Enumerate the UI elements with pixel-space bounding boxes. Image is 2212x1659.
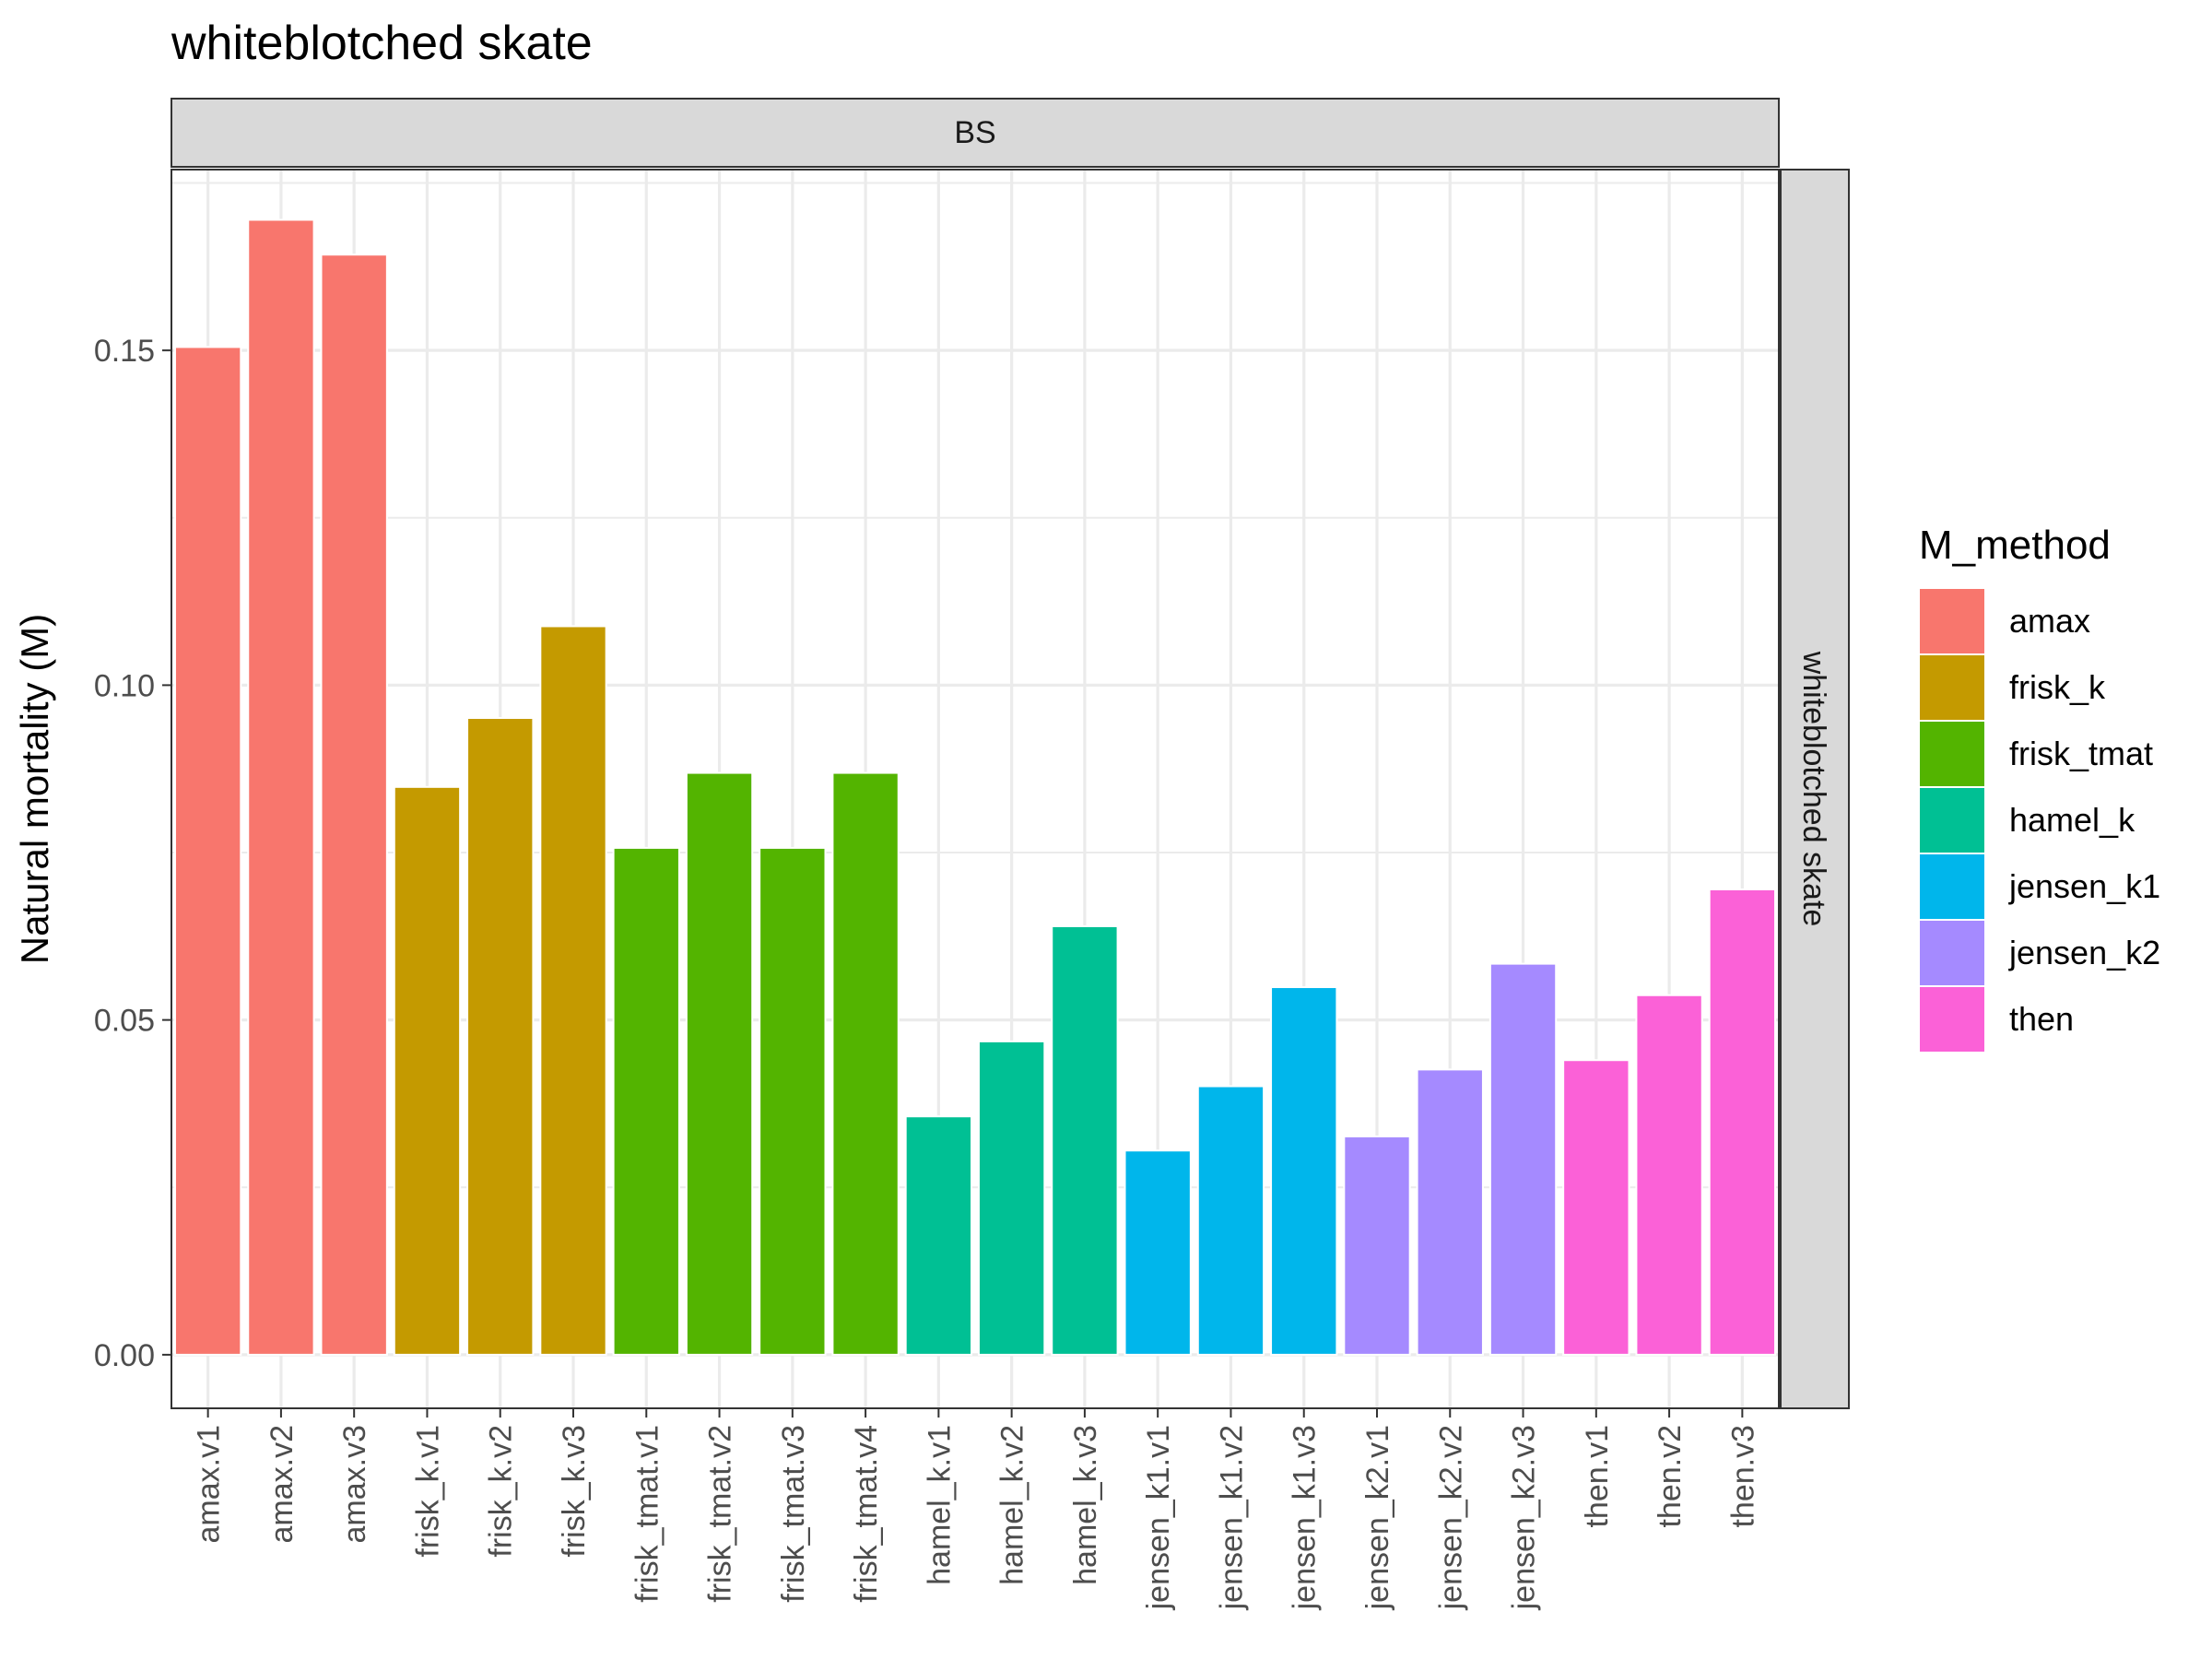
x-tick-label: jensen_k2.v1 bbox=[1360, 1425, 1395, 1610]
x-tick-label: jensen_k1.v3 bbox=[1288, 1425, 1323, 1610]
y-tick-label: 0.00 bbox=[94, 1338, 155, 1373]
bar-jensen_k1.v1 bbox=[1124, 1149, 1192, 1356]
x-tick-label: frisk_tmat.v2 bbox=[703, 1425, 738, 1603]
y-tick-label: 0.10 bbox=[94, 668, 155, 703]
legend-swatch-hamel_k bbox=[1918, 786, 1986, 854]
bar-then.v3 bbox=[1708, 888, 1777, 1356]
x-tick-label: amax.v1 bbox=[192, 1425, 227, 1544]
bar-jensen_k2.v3 bbox=[1488, 962, 1558, 1356]
legend-label-jensen_k2: jensen_k2 bbox=[2008, 934, 2160, 971]
bar-then.v2 bbox=[1635, 994, 1703, 1356]
bar-amax.v1 bbox=[173, 346, 242, 1356]
x-tick-label: frisk_k.v3 bbox=[557, 1425, 592, 1558]
x-tick-label: jensen_k2.v3 bbox=[1507, 1425, 1542, 1610]
legend-label-hamel_k: hamel_k bbox=[2009, 801, 2136, 839]
x-tick-label: frisk_tmat.v3 bbox=[776, 1425, 811, 1603]
facet-strip-top-label: BS bbox=[954, 115, 995, 150]
x-tick-label: amax.v3 bbox=[337, 1425, 372, 1544]
bar-jensen_k1.v3 bbox=[1270, 986, 1338, 1356]
bar-frisk_tmat.v3 bbox=[759, 846, 827, 1356]
legend-swatch-jensen_k1 bbox=[1918, 853, 1986, 921]
panel-border bbox=[171, 169, 1780, 1409]
y-tick-label: 0.15 bbox=[94, 334, 155, 369]
facet-strip-right-label: whiteblotched skate bbox=[1796, 651, 1831, 927]
bar-hamel_k.v2 bbox=[977, 1040, 1046, 1356]
y-axis-label: Natural mortality (M) bbox=[13, 614, 56, 964]
x-tick-label: hamel_k.v3 bbox=[1068, 1425, 1103, 1585]
x-tick-label: then.v1 bbox=[1580, 1425, 1615, 1528]
legend-label-jensen_k1: jensen_k1 bbox=[2008, 867, 2160, 905]
bar-frisk_tmat.v1 bbox=[612, 846, 680, 1356]
x-tick-label: jensen_k2.v2 bbox=[1433, 1425, 1468, 1610]
bar-jensen_k1.v2 bbox=[1196, 1085, 1265, 1356]
legend-swatch-amax bbox=[1918, 587, 1986, 655]
legend-swatch-frisk_tmat bbox=[1918, 720, 1986, 788]
legend-swatch-jensen_k2 bbox=[1918, 919, 1986, 987]
bar-hamel_k.v3 bbox=[1051, 924, 1119, 1356]
x-tick-label: frisk_tmat.v4 bbox=[849, 1425, 884, 1603]
legend-label-frisk_k: frisk_k bbox=[2009, 668, 2106, 706]
x-tick-label: jensen_k1.v1 bbox=[1141, 1425, 1176, 1610]
bar-hamel_k.v1 bbox=[904, 1115, 973, 1356]
x-tick-label: then.v2 bbox=[1653, 1425, 1688, 1528]
bars bbox=[173, 218, 1777, 1356]
bar-then.v1 bbox=[1562, 1059, 1630, 1356]
x-axis: amax.v1 amax.v2 amax.v3 frisk_k.v1 frisk_k.v… bbox=[192, 1408, 1760, 1610]
legend-swatch-then bbox=[1918, 985, 1986, 1053]
bar-amax.v3 bbox=[320, 253, 388, 1356]
bar-frisk_k.v3 bbox=[539, 625, 607, 1356]
x-tick-label: then.v3 bbox=[1725, 1425, 1760, 1528]
bar-frisk_tmat.v4 bbox=[831, 771, 900, 1356]
x-tick-label: frisk_k.v2 bbox=[484, 1425, 519, 1558]
legend-label-amax: amax bbox=[2009, 602, 2090, 640]
legend-swatch-frisk_k bbox=[1918, 653, 1986, 722]
legend-label-frisk_tmat: frisk_tmat bbox=[2009, 735, 2153, 772]
x-tick-label: jensen_k1.v2 bbox=[1214, 1425, 1249, 1610]
bar-frisk_k.v2 bbox=[466, 716, 535, 1356]
x-tick-label: hamel_k.v1 bbox=[922, 1425, 957, 1585]
facet-strip-right bbox=[1780, 169, 1850, 1409]
bar-jensen_k2.v1 bbox=[1343, 1135, 1411, 1356]
x-tick-label: frisk_k.v1 bbox=[410, 1425, 445, 1558]
x-tick-label: hamel_k.v2 bbox=[995, 1425, 1030, 1585]
bar-frisk_k.v1 bbox=[393, 785, 462, 1356]
x-tick-label: frisk_tmat.v1 bbox=[629, 1425, 665, 1603]
chart-title: whiteblotched skate bbox=[171, 17, 593, 70]
bar-amax.v2 bbox=[247, 218, 315, 1356]
legend: amax frisk_k frisk_tmat hamel_k jensen_k1jen… bbox=[1918, 587, 2160, 1053]
y-tick-label: 0.05 bbox=[94, 1004, 155, 1039]
y-axis: 0.00 0.05 0.10 0.15 bbox=[94, 334, 171, 1373]
facet-strip-top bbox=[171, 98, 1780, 168]
x-tick-label: amax.v2 bbox=[265, 1425, 300, 1544]
bar-frisk_tmat.v2 bbox=[685, 771, 754, 1356]
legend-label-then: then bbox=[2009, 1000, 2074, 1038]
bar-jensen_k2.v2 bbox=[1416, 1068, 1484, 1356]
legend-title: M_method bbox=[1919, 523, 2111, 568]
